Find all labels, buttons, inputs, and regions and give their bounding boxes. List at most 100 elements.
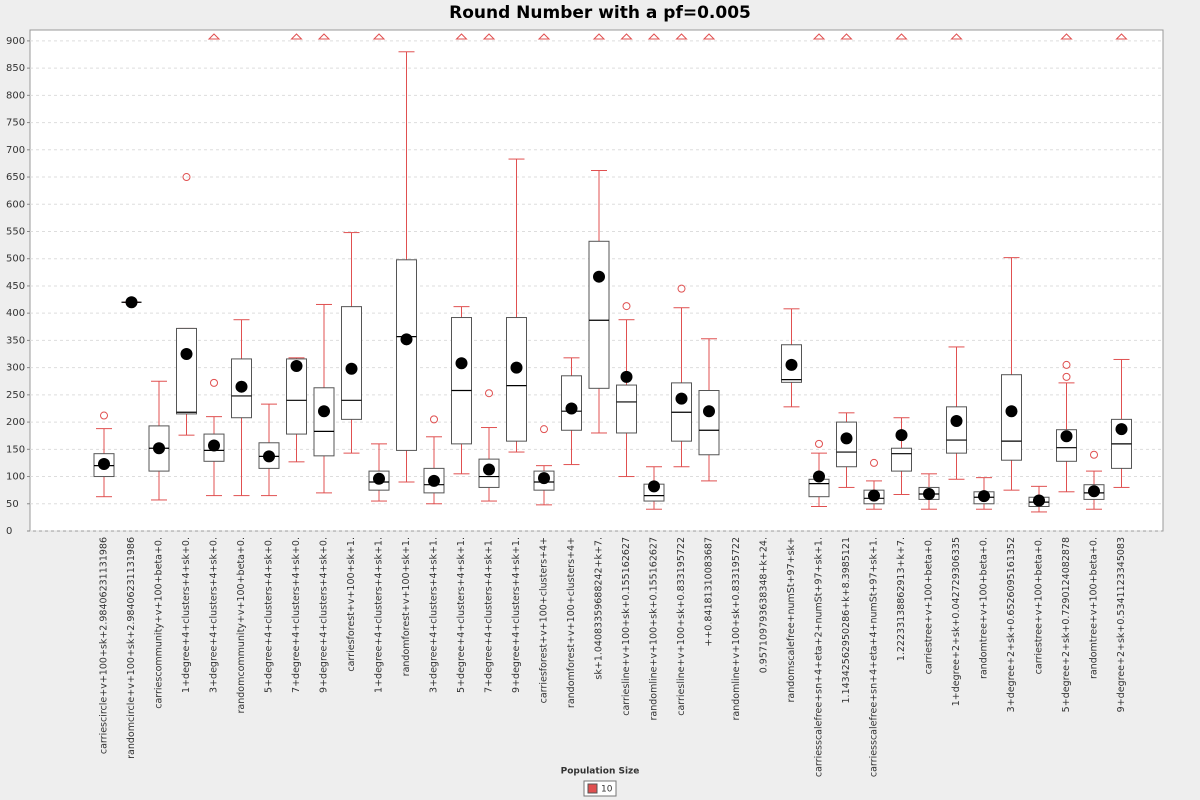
box <box>451 317 472 445</box>
outlier <box>677 284 686 293</box>
far-out-marker <box>317 33 331 40</box>
mean <box>675 392 688 405</box>
y-tick-label: 150 <box>6 444 25 455</box>
mean <box>208 439 220 452</box>
x-tick-label: carriesline+v+100+sk+0.833195722 <box>676 537 687 716</box>
mean <box>950 414 963 427</box>
x-tick-label: carriesline+v+100+sk+0.155162627 <box>621 537 632 716</box>
mean <box>98 458 110 471</box>
mean <box>565 402 578 415</box>
mean <box>593 270 605 283</box>
y-tick-label: 750 <box>6 118 25 129</box>
x-tick-label: 9+degree+4+clusters+4+sk+0. <box>319 537 330 693</box>
y-tick-label: 250 <box>6 390 25 401</box>
outlier <box>100 411 108 420</box>
legend-title: Population Size <box>561 767 640 777</box>
x-tick-label: 0.957109793638348+k+24. <box>759 537 770 673</box>
mean <box>180 348 193 361</box>
x-tick-label: randomtree+v+100+beta+0. <box>979 537 990 679</box>
box <box>176 327 197 415</box>
mean <box>923 487 935 500</box>
outlier <box>815 439 823 448</box>
y-tick-label: 50 <box>6 499 19 510</box>
far-out-marker <box>620 33 633 40</box>
mean <box>345 362 358 375</box>
mean <box>1115 423 1128 436</box>
legend-label: 10 <box>601 785 613 795</box>
x-tick-label: 5+degree+2+sk+0.7290124082878 <box>1061 537 1072 712</box>
far-out-marker <box>455 33 468 40</box>
far-out-marker <box>290 33 303 40</box>
mean <box>1060 430 1073 443</box>
x-tick-label: 1+degree+2+sk+0.042729306335 <box>951 537 962 706</box>
x-tick-label: 1+degree+4+clusters+4+sk+0. <box>181 537 192 693</box>
mean <box>153 442 165 455</box>
outlier <box>1062 372 1071 381</box>
far-out-marker <box>702 33 716 40</box>
x-tick-label: carriesscalefree+sn+4+eta+2+numSt+97+sk+… <box>814 537 825 777</box>
mean <box>978 490 990 503</box>
x-tick-label: 7+degree+4+clusters+4+sk+1. <box>484 537 495 693</box>
mean <box>813 470 825 483</box>
mean <box>235 380 248 393</box>
mean <box>785 358 798 371</box>
x-tick-label: carriescircle+v+100+sk+2.98406231131986 <box>99 537 110 754</box>
mean <box>400 333 413 346</box>
y-tick-label: 300 <box>6 363 25 374</box>
x-tick-label: carriesscalefree+sn+4+eta+4+numSt+97+sk+… <box>869 537 880 777</box>
box <box>286 358 307 435</box>
y-tick-label: 400 <box>6 308 25 319</box>
legend-swatch <box>587 783 598 794</box>
mean <box>703 405 715 418</box>
x-tick-label: 1+degree+4+clusters+4+sk+1. <box>374 537 385 693</box>
outlier <box>1090 450 1098 459</box>
mean <box>318 405 330 418</box>
mean <box>1005 405 1018 418</box>
x-tick-label: ++0.84181310083687 <box>704 537 715 647</box>
box <box>396 259 417 451</box>
y-tick-label: 800 <box>6 90 25 101</box>
x-tick-label: randomforest+v+100+sk+1. <box>401 537 412 676</box>
x-tick-label: randomline+v+100+sk+0.155162627 <box>649 537 660 721</box>
far-out-marker <box>675 33 688 40</box>
mean <box>1088 485 1100 498</box>
outlier <box>622 302 631 311</box>
box <box>1001 374 1022 461</box>
far-out-marker <box>812 33 826 40</box>
box <box>313 387 335 457</box>
x-tick-label: randomline+v+100+sk+0.833195722 <box>731 537 742 721</box>
box <box>946 406 967 454</box>
mean <box>290 359 303 372</box>
mean <box>538 472 550 485</box>
x-tick-label: 1.14342562950286+k+8.3985121 <box>841 537 852 703</box>
mean <box>648 480 660 493</box>
x-tick-label: 5+degree+4+clusters+4+sk+1. <box>456 537 467 693</box>
far-out-marker <box>372 33 386 40</box>
outlier <box>430 415 438 424</box>
x-tick-label: randomcircle+v+100+sk+2.98406231131986 <box>126 537 137 759</box>
x-tick-label: carriestree+v+100+beta+0. <box>924 537 935 674</box>
far-out-marker <box>482 33 496 40</box>
far-out-marker <box>950 33 963 40</box>
far-out-marker <box>207 33 221 40</box>
box <box>698 390 720 456</box>
x-tick-label: 3+degree+4+clusters+4+sk+1. <box>429 537 440 693</box>
far-out-marker <box>840 33 853 40</box>
x-tick-label: sk+1.04083359688242+k+7. <box>594 537 605 680</box>
x-tick-label: 9+degree+2+sk+0.5341123345083 <box>1116 537 1127 712</box>
mean <box>373 472 385 485</box>
x-tick-label: randomscalefree+numSt+97+sk+ <box>786 537 797 703</box>
outlier <box>485 389 493 398</box>
mean <box>263 450 275 463</box>
x-tick-label: carriesforest+v+100+sk+1. <box>346 537 357 672</box>
y-tick-label: 0 <box>6 526 12 537</box>
y-tick-label: 350 <box>6 335 25 346</box>
x-tick-label: 9+degree+4+clusters+4+sk+1. <box>511 537 522 693</box>
mean <box>1033 494 1045 507</box>
far-out-marker <box>1060 33 1073 40</box>
mean <box>428 474 440 487</box>
chart-title: Round Number with a pf=0.005 <box>449 3 751 23</box>
box <box>588 240 610 389</box>
